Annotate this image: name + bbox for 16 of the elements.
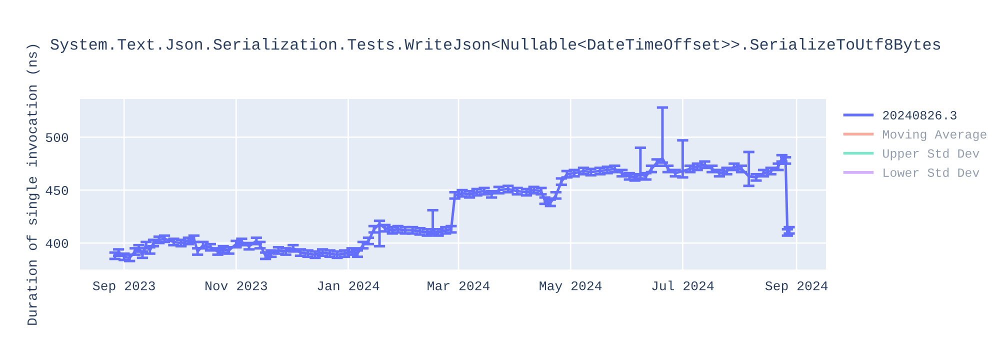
y-tick-label: 500 [46,133,68,142]
legend-label: Lower Std Dev [884,168,980,177]
x-tick-label: Sep 2024 [765,281,828,293]
y-axis-title: Duration of single invocation (ns) [26,44,40,325]
x-tick-label: May 2024 [540,281,602,293]
x-tick-label: Sep 2023 [92,281,155,293]
legend-label: Upper Std Dev [883,148,980,160]
y-tick-label: 450 [46,186,68,196]
x-tick-label: Mar 2024 [428,281,490,290]
x-tick-label: Jan 2024 [318,281,380,290]
legend-label: Moving Average [882,129,986,142]
y-tick-label: 400 [46,238,68,248]
chart-title: System.Text.Json.Serialization.Tests.WriteJson<Nullable<DateTimeOffset>>.SerializeToUtf8Bytes [50,38,940,53]
x-tick-label: Jul 2024 [652,280,714,290]
x-tick-label: Nov 2023 [206,281,268,290]
legend-label: 20240826.3 [883,110,956,120]
